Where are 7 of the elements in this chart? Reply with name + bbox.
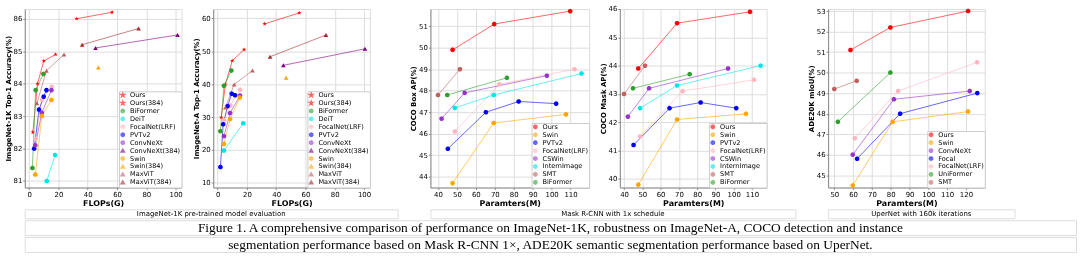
x-axis-title: Paramters(M) (876, 198, 938, 208)
caption: Figure 1. A comprehensive comparison of performance on ImageNet-1K, robustness on ImageNet-A, COCO detection and instance (197, 219, 903, 235)
x-axis-title: Paramters(M) (663, 198, 725, 208)
text: segmentation performance based on Mask R-CNN 1×, ADE20K semantic segmentation performance based on UperNet. (228, 236, 873, 252)
x-axis-title: FLOPs(G) (271, 198, 313, 208)
x-axis-title: FLOPs(G) (83, 198, 125, 208)
x-axis-title: Paramters(M) (479, 198, 541, 208)
